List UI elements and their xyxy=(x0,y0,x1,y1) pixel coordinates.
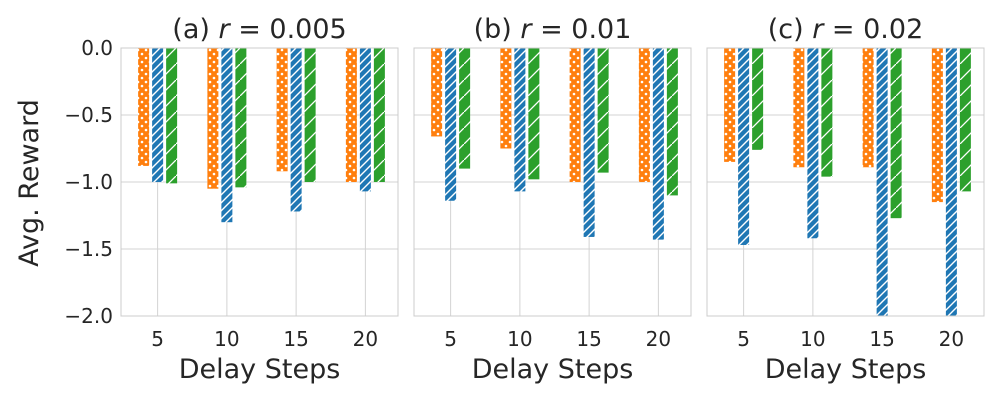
y-tick-label: −0.5 xyxy=(64,103,113,127)
bar-series-2-cat-10 xyxy=(514,48,526,192)
bar-series-1-cat-15 xyxy=(862,48,874,168)
panel-title: (b) r = 0.01 xyxy=(474,14,632,45)
panel-title-prefix: (b) xyxy=(474,14,521,45)
panel-title: (a) r = 0.005 xyxy=(172,14,346,45)
x-tick-label: 5 xyxy=(737,327,750,351)
bar-series-3-cat-10 xyxy=(235,48,247,188)
panel-1: (a) r = 0.005 5 10 15 20 Delay Steps 0.0 −0.5 −1… xyxy=(64,14,399,385)
panel-3: (c) r = 0.02 5 10 15 20 Delay Steps xyxy=(706,14,985,385)
panel-title: (c) r = 0.02 xyxy=(768,14,924,45)
y-tick-label: −2.0 xyxy=(64,304,113,328)
x-axis-label: Delay Steps xyxy=(765,354,927,385)
x-tick-label: 20 xyxy=(939,327,964,351)
y-tick-label: −1.5 xyxy=(64,237,113,261)
x-tick-label: 20 xyxy=(646,327,671,351)
bar-series-1-cat-10 xyxy=(207,48,219,189)
bar-series-1-cat-10 xyxy=(500,48,512,149)
bar-series-2-cat-15 xyxy=(290,48,302,212)
bar-series-3-cat-15 xyxy=(597,48,609,173)
bar-series-2-cat-5 xyxy=(152,48,164,182)
x-tick-label: 10 xyxy=(800,327,825,351)
bar-series-1-cat-15 xyxy=(276,48,288,172)
bar-series-1-cat-5 xyxy=(431,48,443,137)
panel-title-prefix: (a) xyxy=(172,14,218,45)
bar-series-1-cat-5 xyxy=(138,48,150,166)
plot-frame xyxy=(413,47,692,317)
panel-title-prefix: (c) xyxy=(768,14,813,45)
bar-series-2-cat-10 xyxy=(221,48,233,223)
x-tick-label: 15 xyxy=(869,327,894,351)
bar-series-3-cat-10 xyxy=(821,48,833,177)
panels-group: (a) r = 0.005 5 10 15 20 Delay Steps 0.0 −0.5 −1… xyxy=(64,14,985,385)
bar-series-2-cat-15 xyxy=(583,48,595,237)
bar-series-1-cat-15 xyxy=(569,48,581,182)
x-tick-label: 20 xyxy=(353,327,378,351)
y-axis-label: Avg. Reward xyxy=(14,99,45,267)
x-tick-label: 10 xyxy=(507,327,532,351)
bar-series-1-cat-20 xyxy=(345,48,357,182)
panel-title-variable: r xyxy=(812,14,825,45)
x-tick-label: 15 xyxy=(576,327,601,351)
y-tick-label: −1.0 xyxy=(64,170,113,194)
x-tick-label: 5 xyxy=(151,327,164,351)
x-axis-label: Delay Steps xyxy=(472,354,634,385)
bar-series-3-cat-5 xyxy=(166,48,178,184)
x-axis-label: Delay Steps xyxy=(179,354,341,385)
bar-series-2-cat-20 xyxy=(945,48,957,316)
bar-series-3-cat-15 xyxy=(890,48,902,219)
bar-series-1-cat-10 xyxy=(793,48,805,168)
bar-series-2-cat-20 xyxy=(359,48,371,192)
panel-title-value: = 0.005 xyxy=(230,14,347,45)
panel-title-variable: r xyxy=(520,14,533,45)
plot-frame xyxy=(120,47,399,317)
panel-title-variable: r xyxy=(219,14,232,45)
bar-series-2-cat-5 xyxy=(445,48,457,201)
bar-series-3-cat-10 xyxy=(528,48,540,180)
bar-series-3-cat-5 xyxy=(459,48,471,169)
x-tick-label: 5 xyxy=(444,327,457,351)
bar-series-3-cat-5 xyxy=(752,48,764,150)
panel-title-value: = 0.01 xyxy=(532,14,632,45)
plot-frame xyxy=(706,47,985,317)
bar-series-3-cat-20 xyxy=(373,48,385,182)
bar-series-3-cat-15 xyxy=(304,48,316,182)
panel-2: (b) r = 0.01 5 10 15 20 Delay Steps xyxy=(413,14,692,385)
bar-series-1-cat-20 xyxy=(638,48,650,182)
bar-series-2-cat-10 xyxy=(807,48,819,239)
x-tick-label: 15 xyxy=(283,327,308,351)
bar-series-2-cat-15 xyxy=(876,48,888,316)
bar-series-3-cat-20 xyxy=(959,48,971,192)
bar-series-1-cat-5 xyxy=(724,48,736,162)
bar-series-2-cat-20 xyxy=(652,48,664,240)
bar-series-2-cat-5 xyxy=(738,48,750,245)
bar-series-3-cat-20 xyxy=(666,48,678,196)
y-tick-label: 0.0 xyxy=(81,36,113,60)
x-tick-label: 10 xyxy=(214,327,239,351)
panel-title-value: = 0.02 xyxy=(823,14,923,45)
bar-series-1-cat-20 xyxy=(931,48,943,203)
